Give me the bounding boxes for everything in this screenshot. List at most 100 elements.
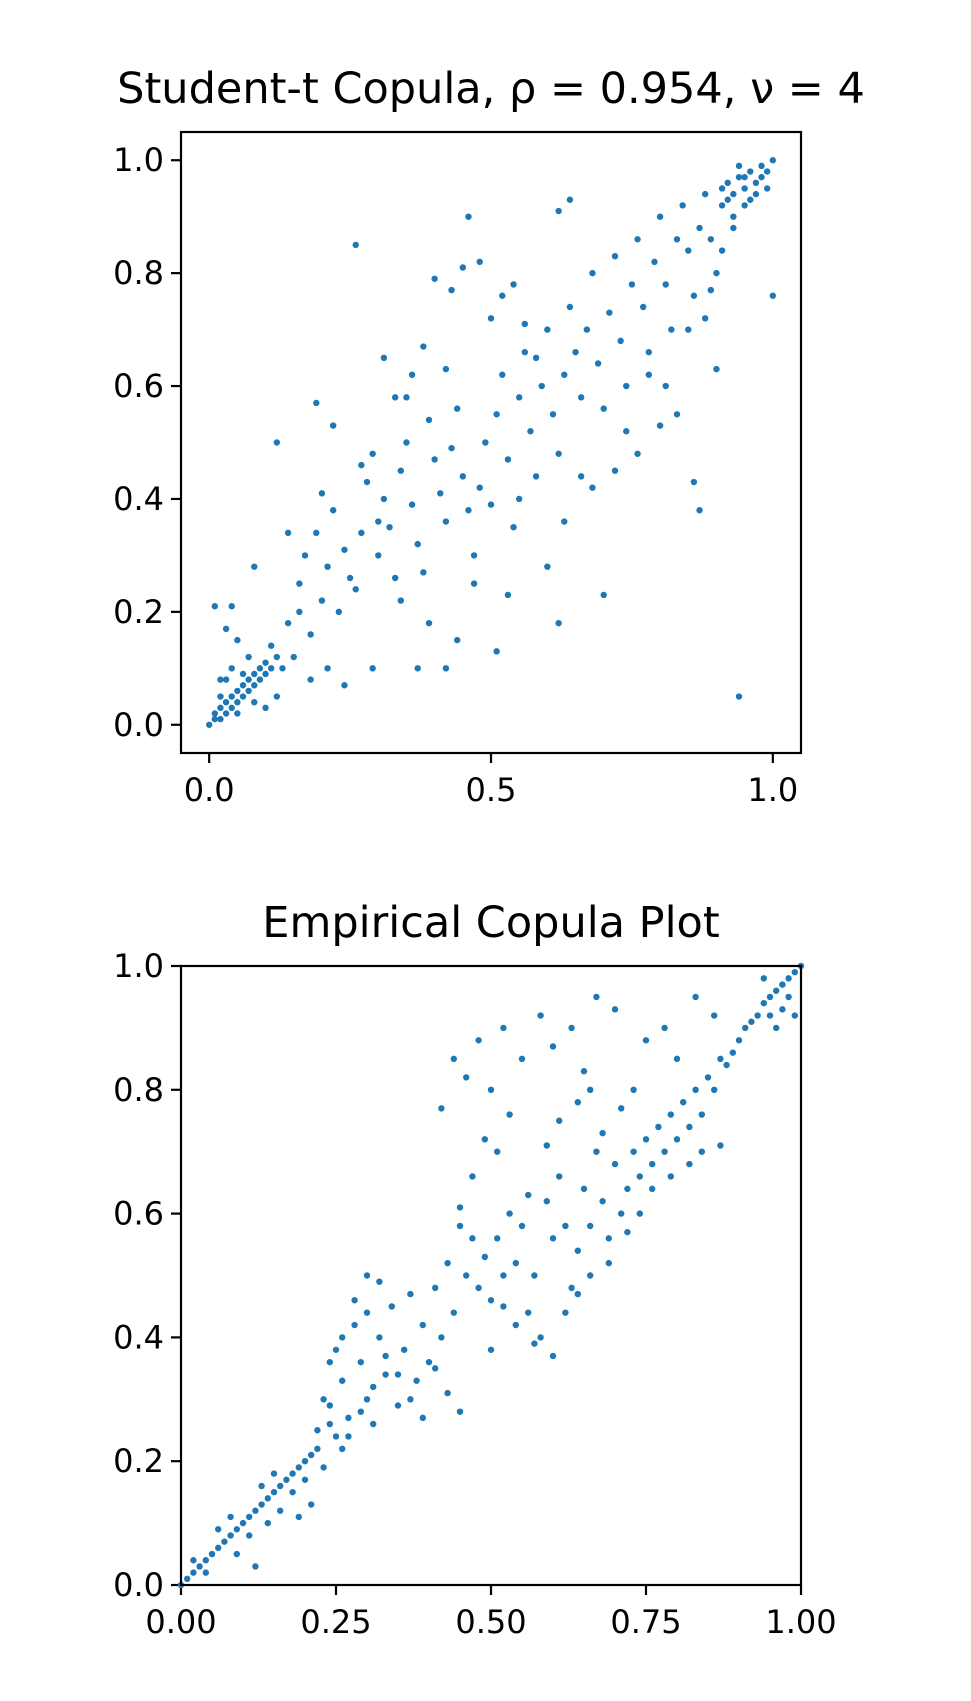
scatter-point	[408, 501, 416, 508]
scatter-point	[262, 659, 269, 666]
scatter-point	[690, 292, 698, 299]
scatter-point	[463, 1272, 470, 1279]
scatter-point	[568, 1024, 575, 1032]
scatter-point	[233, 1526, 240, 1533]
scatter-point	[500, 1272, 507, 1279]
scatter-point	[394, 1402, 402, 1409]
scatter-point	[252, 1507, 259, 1514]
scatter-point	[574, 1290, 581, 1298]
scatter-point	[587, 1222, 594, 1230]
scatter-point	[363, 1272, 371, 1279]
scatter-point	[692, 993, 699, 1001]
scatter-point	[382, 1352, 389, 1360]
scatter-point	[284, 529, 292, 537]
scatter-point	[246, 1532, 253, 1539]
scatter-point	[432, 1365, 439, 1372]
chart-title: Empirical Copula Plot	[262, 898, 719, 948]
scatter-point	[270, 1470, 278, 1477]
scatter-point	[448, 444, 455, 452]
scatter-point	[600, 591, 607, 599]
scatter-point	[504, 591, 512, 599]
scatter-point	[623, 382, 630, 390]
scatter-point	[618, 1210, 625, 1217]
x-tick-label: 1.00	[765, 1603, 836, 1641]
scatter-point	[549, 1352, 557, 1360]
scatter-point	[656, 213, 664, 220]
scatter-point	[493, 648, 500, 655]
scatter-point	[499, 371, 506, 378]
scatter-point	[453, 636, 461, 644]
scatter-point	[656, 422, 664, 429]
scatter-point	[572, 348, 579, 356]
scatter-point	[407, 1396, 414, 1403]
scatter-point	[251, 698, 258, 706]
scatter-point	[717, 1142, 724, 1149]
scatter-point	[758, 173, 765, 181]
scatter-point	[713, 269, 720, 277]
y-tick-label: 0.2	[113, 593, 164, 631]
scatter-point	[456, 1222, 464, 1230]
scatter-point	[779, 1006, 786, 1013]
scatter-point	[386, 523, 393, 531]
y-tick-label: 0.2	[113, 1442, 164, 1480]
scatter-point	[376, 1278, 383, 1285]
scatter-point	[500, 1303, 507, 1310]
scatter-point	[773, 1024, 780, 1032]
scatter-point	[420, 343, 427, 350]
scatter-point	[724, 179, 731, 187]
scatter-point	[352, 586, 359, 593]
scatter-point	[217, 704, 224, 712]
scatter-point	[475, 1037, 482, 1044]
scatter-point	[532, 473, 540, 480]
scatter-point	[301, 1476, 309, 1483]
scatter-point	[370, 1420, 377, 1428]
y-tick-label: 0.6	[113, 367, 164, 405]
x-tick-label: 0.0	[184, 771, 235, 809]
x-tick-label: 0.00	[145, 1603, 216, 1641]
scatter-point	[649, 1185, 656, 1193]
scatter-point	[655, 1123, 662, 1131]
scatter-point	[760, 999, 767, 1007]
scatter-point	[470, 580, 478, 587]
scatter-point	[599, 1198, 606, 1205]
scatter-point	[752, 179, 760, 187]
scatter-point	[531, 1272, 538, 1279]
scatter-point	[442, 665, 450, 672]
scatter-point	[735, 173, 743, 181]
scatter-point	[494, 1148, 501, 1155]
scatter-point	[264, 1519, 271, 1527]
scatter-point	[667, 1111, 674, 1118]
scatter-point	[763, 168, 771, 175]
scatter-point	[234, 710, 241, 717]
scatter-point	[500, 1024, 507, 1032]
scatter-point	[403, 394, 410, 401]
scatter-point	[574, 1098, 581, 1106]
y-tick-label: 0.8	[113, 254, 164, 292]
y-tick-label: 0.0	[113, 1566, 164, 1604]
scatter-point	[476, 484, 483, 491]
scatter-point	[785, 975, 792, 982]
scatter-point	[594, 360, 602, 367]
scatter-point	[314, 1445, 321, 1453]
scatter-point	[245, 653, 252, 661]
scatter-point	[690, 478, 698, 486]
scatter-point	[628, 281, 636, 288]
scatter-point	[228, 693, 235, 700]
scatter-point	[645, 348, 653, 356]
scatter-point	[556, 1173, 563, 1180]
scatter-point	[295, 1464, 302, 1471]
scatter-point	[444, 1389, 451, 1397]
scatter-point	[246, 1513, 253, 1521]
scatter-point	[729, 1049, 736, 1056]
subplot-empirical-copula: Empirical Copula Plot 0.00 0.25 0.50 0.75 1.…	[113, 898, 837, 1641]
scatter-point	[341, 546, 348, 553]
scatter-point	[766, 1012, 774, 1019]
scatter-point	[711, 1012, 718, 1019]
scatter-point	[730, 213, 737, 220]
scatter-point	[686, 1160, 693, 1168]
scatter-point	[487, 1297, 495, 1304]
scatter-point	[358, 529, 365, 537]
scatter-point	[611, 253, 619, 260]
scatter-point	[651, 258, 658, 266]
scatter-point	[391, 574, 399, 582]
